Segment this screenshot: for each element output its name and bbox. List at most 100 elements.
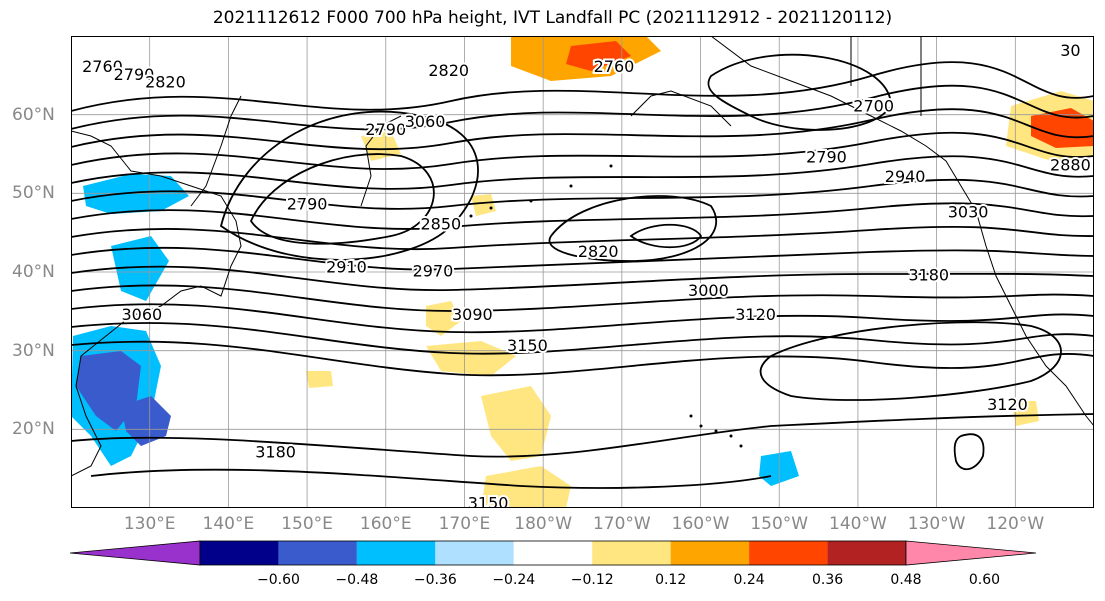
island — [689, 414, 693, 418]
colorbar-tick-label: 0.60 — [968, 572, 1001, 588]
height-contour — [707, 53, 892, 131]
longitude-tick-label: 150°W — [750, 514, 809, 534]
ivt-region — [471, 194, 496, 216]
longitude-tick-label: 150°E — [281, 514, 333, 534]
island — [609, 164, 613, 168]
longitude-tick-label: 140°E — [202, 514, 255, 534]
colorbar-segment — [200, 541, 279, 565]
map-panel: 2760 2790 2820 2820 2760 2790 3060 2790 2850 2820… — [71, 36, 1094, 508]
coastline — [710, 36, 987, 247]
longitude-tick-label: 140°W — [829, 514, 887, 534]
height-contour — [71, 178, 1094, 210]
height-contour — [71, 303, 1094, 334]
coastline — [985, 245, 1094, 427]
longitude-tick-label: 170°E — [438, 514, 491, 534]
colorbar-segment — [670, 541, 750, 565]
coastline — [850, 36, 922, 116]
longitude-tick-label: 130°W — [907, 514, 966, 534]
contour-label: 2700 — [853, 96, 894, 115]
contour-label: 3150 — [468, 494, 509, 508]
colorbar-tick-label: −0.36 — [413, 572, 457, 588]
contour-label: 3180 — [255, 442, 296, 461]
colorbar-tick-label: 0.12 — [655, 572, 687, 588]
latitude-tick-label: 50°N — [12, 183, 55, 204]
height-contour — [71, 246, 1094, 271]
colorbar-segment — [435, 541, 514, 565]
contour-label: 3000 — [688, 281, 729, 300]
island — [569, 184, 573, 188]
colorbar-segment — [278, 541, 357, 565]
height-contour — [548, 195, 718, 262]
ivt-region — [306, 371, 333, 388]
contour-label: 3030 — [948, 203, 989, 222]
contour-label: 2760 — [82, 57, 123, 76]
longitude-tick-label: 180°W — [514, 514, 573, 534]
contour-label: 2970 — [413, 262, 454, 281]
height-contour — [71, 131, 1094, 170]
colorbar-tick-label: −0.12 — [570, 572, 614, 588]
colorbar-tick-label: 0.36 — [811, 572, 844, 588]
colorbar-extend-low — [70, 540, 201, 566]
contour-label: 2790 — [114, 65, 155, 84]
ivt-region — [566, 41, 631, 71]
height-contour — [953, 433, 985, 470]
contour-label: 2790 — [287, 195, 328, 214]
latitude-tick-label: 60°N — [12, 104, 55, 125]
coastline — [630, 90, 732, 127]
height-contour — [759, 321, 1062, 401]
contour-label: 3180 — [908, 265, 949, 284]
colorbar-tick-label: −0.60 — [256, 572, 300, 588]
height-contour — [71, 265, 1094, 292]
height-contour — [71, 413, 1094, 458]
ivt-region — [83, 174, 189, 214]
ivt-region — [1011, 401, 1039, 426]
contour-label: 3120 — [987, 395, 1028, 414]
height-contour — [71, 108, 1094, 151]
contour-label: 2910 — [326, 258, 367, 277]
contour-label: 2820 — [578, 242, 619, 261]
contour-label: 3060 — [405, 112, 446, 131]
colorbar-segment — [356, 541, 436, 565]
contour-label: 3090 — [452, 305, 493, 324]
island — [714, 429, 718, 433]
height-contour — [249, 153, 435, 245]
contour-label: 3120 — [735, 305, 776, 324]
colorbar — [70, 540, 1036, 566]
height-contour — [71, 155, 1094, 190]
ivt-region — [426, 341, 516, 376]
island — [729, 434, 733, 438]
longitude-tick-label: 130°E — [123, 514, 176, 534]
contour-label: 3060 — [121, 305, 162, 324]
height-contours — [71, 53, 1094, 489]
figure-title: 2021112612 F000 700 hPa height, IVT Land… — [212, 8, 893, 28]
height-contour — [219, 110, 479, 261]
latitude-tick-label: 40°N — [12, 262, 55, 282]
contour-label: 2820 — [428, 61, 469, 80]
longitude-tick-label: 170°W — [592, 514, 651, 534]
colorbar-tick-label: −0.24 — [492, 572, 536, 588]
latitude-tick-label: 30°N — [12, 340, 55, 361]
longitude-tick-label: 160°W — [671, 514, 730, 534]
ivt-region — [426, 301, 461, 336]
contour-label: 2940 — [885, 167, 926, 186]
height-contour — [71, 284, 1094, 312]
island — [489, 206, 493, 210]
graticule — [71, 36, 1094, 508]
colorbar-segment — [592, 541, 671, 565]
coastline — [190, 95, 242, 207]
height-contour — [71, 340, 1094, 377]
island — [739, 444, 743, 448]
latitude-tick-label: 20°N — [12, 419, 55, 440]
height-contour — [90, 468, 772, 489]
island — [469, 214, 473, 218]
contour-label: 30 — [1060, 41, 1080, 60]
coastline — [360, 115, 402, 207]
ivt-region — [121, 396, 171, 446]
island — [699, 424, 703, 428]
height-contour — [629, 223, 703, 249]
longitude-tick-label: 160°E — [359, 514, 412, 534]
height-contour — [71, 225, 1094, 251]
colorbar-tick-label: 0.48 — [890, 572, 922, 588]
contour-label: 2820 — [145, 73, 186, 92]
colorbar-segment — [749, 541, 828, 565]
